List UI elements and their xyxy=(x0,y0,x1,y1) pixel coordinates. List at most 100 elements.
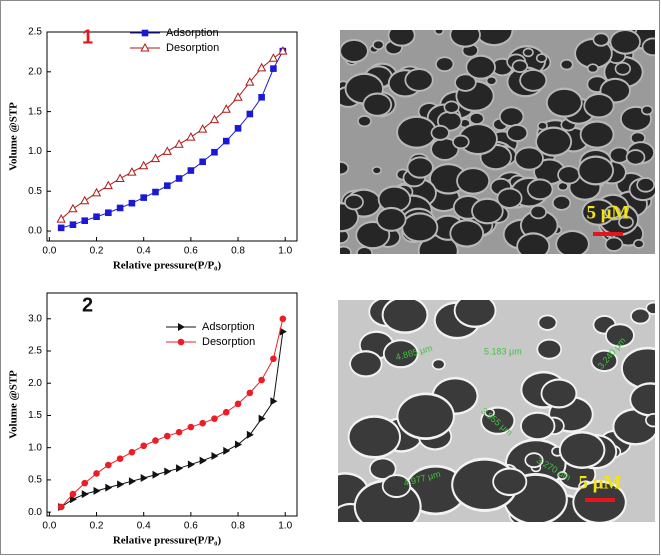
pore xyxy=(558,183,568,190)
y-tick-label: 1.0 xyxy=(28,442,42,453)
panel-number: 2 xyxy=(82,294,93,316)
marker xyxy=(270,355,277,363)
marker xyxy=(222,408,230,416)
pore xyxy=(643,39,655,55)
pore xyxy=(383,476,410,496)
y-tick-label: 0.5 xyxy=(28,475,42,486)
marker xyxy=(128,477,136,486)
marker xyxy=(199,456,207,465)
marker xyxy=(211,148,218,156)
pore xyxy=(521,211,557,239)
pore xyxy=(408,158,432,177)
y-tick-label: 1.0 xyxy=(28,146,42,157)
marker xyxy=(235,440,243,449)
y-tick-label: 2.5 xyxy=(28,27,42,38)
marker xyxy=(233,92,243,101)
marker xyxy=(117,480,125,489)
sem-image xyxy=(340,30,655,254)
marker xyxy=(91,187,102,197)
marker xyxy=(140,473,148,482)
scale-label: 5 μM xyxy=(579,472,622,493)
pore xyxy=(433,360,445,369)
x-tick-label: 0.8 xyxy=(231,521,245,532)
marker xyxy=(103,180,113,190)
marker xyxy=(152,470,160,479)
measurement: 5.183 μm xyxy=(484,346,522,356)
x-axis-label: Relative pressure(P/P₀) xyxy=(113,260,222,272)
marker xyxy=(93,213,100,221)
marker xyxy=(56,214,66,223)
pore xyxy=(622,349,655,388)
marker xyxy=(69,490,77,498)
pore xyxy=(631,309,649,323)
pore xyxy=(487,77,496,84)
marker xyxy=(176,464,184,473)
scale-label: 5 μM xyxy=(587,202,630,223)
marker xyxy=(93,486,101,495)
pore xyxy=(594,34,608,45)
pore xyxy=(455,75,475,90)
marker xyxy=(187,460,195,469)
marker xyxy=(223,446,231,455)
x-tick-label: 0.4 xyxy=(137,246,151,257)
marker xyxy=(127,167,137,176)
marker xyxy=(81,479,89,487)
legend-label: Desorption xyxy=(166,42,219,54)
pore xyxy=(373,167,381,174)
marker xyxy=(115,173,125,182)
pore xyxy=(373,41,383,49)
pore xyxy=(606,207,620,218)
marker xyxy=(174,139,184,148)
pore xyxy=(340,40,367,61)
pore xyxy=(561,60,572,69)
pore xyxy=(528,180,552,199)
marker xyxy=(270,397,278,406)
pore xyxy=(340,204,358,231)
pore xyxy=(536,128,571,155)
pore xyxy=(340,162,348,174)
marker xyxy=(234,125,242,132)
pore xyxy=(357,223,389,248)
marker xyxy=(246,389,254,397)
x-tick-label: 0.4 xyxy=(137,521,151,532)
pore xyxy=(451,30,480,46)
x-tick-label: 1.0 xyxy=(278,246,292,257)
pore xyxy=(432,139,458,159)
pore xyxy=(642,106,652,114)
marker xyxy=(68,203,78,213)
pore xyxy=(472,199,502,223)
pore xyxy=(379,187,410,211)
y-tick-label: 0.0 xyxy=(28,226,42,237)
pore xyxy=(576,39,611,67)
pore xyxy=(631,384,655,415)
marker xyxy=(80,195,90,205)
marker xyxy=(258,414,266,423)
y-axis-label: Volume @STP xyxy=(8,102,20,171)
marker xyxy=(246,430,254,439)
marker xyxy=(69,221,77,228)
legend-marker xyxy=(177,338,185,346)
pore xyxy=(350,352,381,376)
pore xyxy=(507,125,527,141)
pore xyxy=(616,63,630,74)
marker xyxy=(268,53,279,62)
pore xyxy=(455,300,495,326)
pore xyxy=(585,95,613,117)
marker xyxy=(140,442,147,450)
marker xyxy=(69,495,77,504)
pore xyxy=(534,160,565,183)
marker xyxy=(211,415,218,422)
marker xyxy=(140,194,147,201)
marker xyxy=(258,376,265,384)
panel-number: 1 xyxy=(82,26,93,48)
marker xyxy=(187,167,195,174)
marker xyxy=(256,62,267,72)
x-tick-label: 0.2 xyxy=(90,246,104,257)
pore xyxy=(606,238,622,251)
pore xyxy=(574,482,625,522)
pore xyxy=(370,459,395,479)
marker xyxy=(175,428,183,436)
pore xyxy=(588,65,598,72)
pore xyxy=(467,56,495,78)
